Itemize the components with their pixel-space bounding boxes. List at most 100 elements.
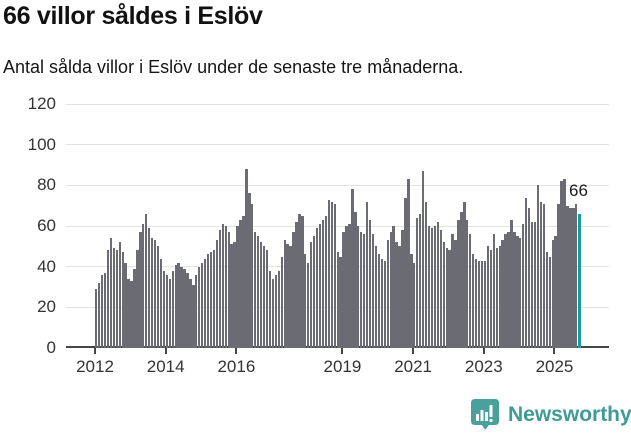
bar <box>371 234 375 348</box>
bar <box>354 211 357 348</box>
bar <box>410 254 413 348</box>
bar <box>365 201 369 348</box>
bar <box>165 274 169 348</box>
bar <box>310 242 313 348</box>
bar <box>419 213 422 348</box>
bar <box>156 246 160 348</box>
bar <box>383 260 386 348</box>
bar <box>377 254 381 348</box>
bar <box>124 262 127 348</box>
x-axis-label: 2023 <box>464 357 503 376</box>
bar <box>330 201 333 348</box>
bar <box>150 238 154 348</box>
bar <box>212 250 216 348</box>
bar <box>95 289 98 348</box>
x-axis-tick <box>482 348 485 354</box>
bar <box>295 221 298 348</box>
bar <box>215 240 219 348</box>
bar <box>554 236 557 348</box>
x-axis-tick <box>235 348 238 354</box>
bar <box>404 197 407 348</box>
y-axis-label: 0 <box>46 338 56 357</box>
x-axis-label: 2014 <box>146 357 185 376</box>
bar <box>469 234 472 348</box>
bar <box>451 234 454 348</box>
y-axis-label: 60 <box>37 216 56 235</box>
bar <box>168 278 171 348</box>
y-axis-label: 100 <box>27 134 56 154</box>
bar <box>421 171 425 348</box>
bar <box>466 219 469 348</box>
bar <box>560 181 563 348</box>
x-axis-label: 2021 <box>394 357 433 376</box>
bar <box>315 228 319 348</box>
bar <box>504 234 507 348</box>
highlighted-bar <box>578 213 582 348</box>
bar <box>575 203 578 348</box>
bar <box>100 274 104 348</box>
x-axis-tick <box>341 348 344 354</box>
bar <box>289 246 292 348</box>
x-axis-label: 2016 <box>217 357 256 376</box>
bar <box>103 272 107 348</box>
bar <box>189 278 192 348</box>
bar <box>486 246 490 348</box>
bar <box>563 179 566 348</box>
x-axis-tick <box>164 348 167 354</box>
bar <box>510 219 513 348</box>
y-axis-label: 40 <box>37 256 56 276</box>
x-axis-tick <box>412 348 415 354</box>
bar <box>257 236 260 348</box>
bar <box>333 203 336 348</box>
bar <box>174 264 177 348</box>
bar <box>321 219 325 348</box>
bar <box>413 262 416 348</box>
bar-value-label: 66 <box>569 180 588 200</box>
bar <box>442 242 445 348</box>
bar <box>248 193 251 348</box>
bar <box>395 242 398 348</box>
bar <box>145 213 148 348</box>
bar <box>460 211 463 348</box>
bar <box>536 185 540 348</box>
bar <box>501 240 504 348</box>
bar <box>139 232 142 348</box>
bar <box>401 230 404 348</box>
bar <box>342 232 345 348</box>
bar <box>130 280 133 348</box>
bar <box>436 221 440 348</box>
bar <box>433 226 437 348</box>
bar <box>192 284 195 348</box>
x-axis-label: 2019 <box>323 357 362 376</box>
bar <box>427 226 431 348</box>
bar <box>180 266 183 348</box>
bar <box>495 248 498 348</box>
bar <box>271 278 275 348</box>
bar <box>177 262 180 348</box>
bar <box>507 232 510 348</box>
bar <box>251 203 254 348</box>
bar <box>424 201 428 348</box>
bar <box>527 207 531 348</box>
bar <box>472 254 475 348</box>
bar <box>236 226 239 348</box>
bar <box>298 213 301 348</box>
bar <box>439 230 442 348</box>
bar <box>522 223 525 348</box>
bar <box>489 250 493 348</box>
x-axis-tick <box>553 348 556 354</box>
bar <box>557 203 560 348</box>
bar <box>474 258 478 348</box>
bar <box>519 238 522 348</box>
x-axis-label: 2012 <box>76 357 114 376</box>
bar <box>368 219 372 348</box>
bar <box>416 217 419 348</box>
bar <box>148 228 151 348</box>
bar <box>153 240 157 348</box>
bar <box>483 260 487 348</box>
bar <box>392 226 395 348</box>
bar <box>206 254 210 348</box>
bar <box>339 256 342 348</box>
bar <box>259 242 263 348</box>
